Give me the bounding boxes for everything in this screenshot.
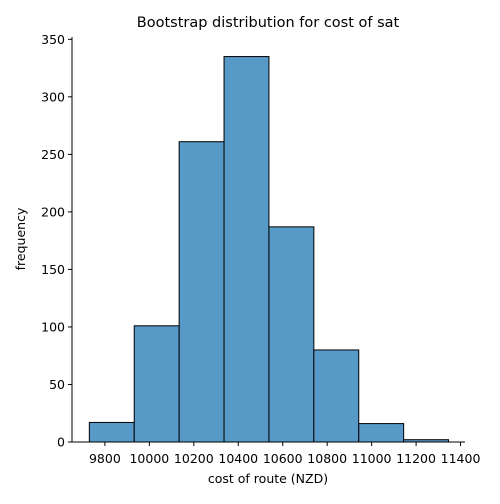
x-tick-label: 10800 <box>307 451 347 466</box>
x-tick-label: 10400 <box>218 451 258 466</box>
histogram-bar-3 <box>178 141 225 443</box>
y-axis-label: frequency <box>13 207 28 270</box>
y-tick-label: 250 <box>41 147 65 162</box>
histogram-bar-7 <box>358 423 405 443</box>
x-tick-label: 9800 <box>89 451 121 466</box>
y-tick-label: 350 <box>41 32 65 47</box>
x-tick-label: 10600 <box>263 451 303 466</box>
histogram-bar-5 <box>268 226 315 443</box>
y-tick-label: 150 <box>41 262 65 277</box>
x-tick-label: 10200 <box>174 451 214 466</box>
histogram-bar-4 <box>223 56 270 443</box>
x-tick-label: 11000 <box>352 451 392 466</box>
y-tick-label: 100 <box>41 319 65 334</box>
x-axis-label: cost of route (NZD) <box>208 471 328 486</box>
y-ticks-group: 0 50 100 150 200 250 300 350 <box>41 32 72 450</box>
y-tick-label: 200 <box>41 204 65 219</box>
chart-title: Bootstrap distribution for cost of sat <box>137 15 400 31</box>
histogram-bar-1 <box>88 421 135 443</box>
bars-group <box>88 56 450 443</box>
y-tick-label: 50 <box>49 377 65 392</box>
x-ticks-group: 9800 10000 10200 10400 10600 10800 11000 11200 1… <box>89 442 480 466</box>
histogram-bar-6 <box>313 349 360 443</box>
x-tick-label: 11400 <box>441 451 481 466</box>
y-tick-label: 0 <box>57 435 65 450</box>
y-tick-label: 300 <box>41 89 65 104</box>
x-tick-label: 10000 <box>129 451 169 466</box>
axes-group <box>71 37 465 443</box>
x-tick-label: 11200 <box>396 451 436 466</box>
histogram-bar-2 <box>133 325 180 443</box>
